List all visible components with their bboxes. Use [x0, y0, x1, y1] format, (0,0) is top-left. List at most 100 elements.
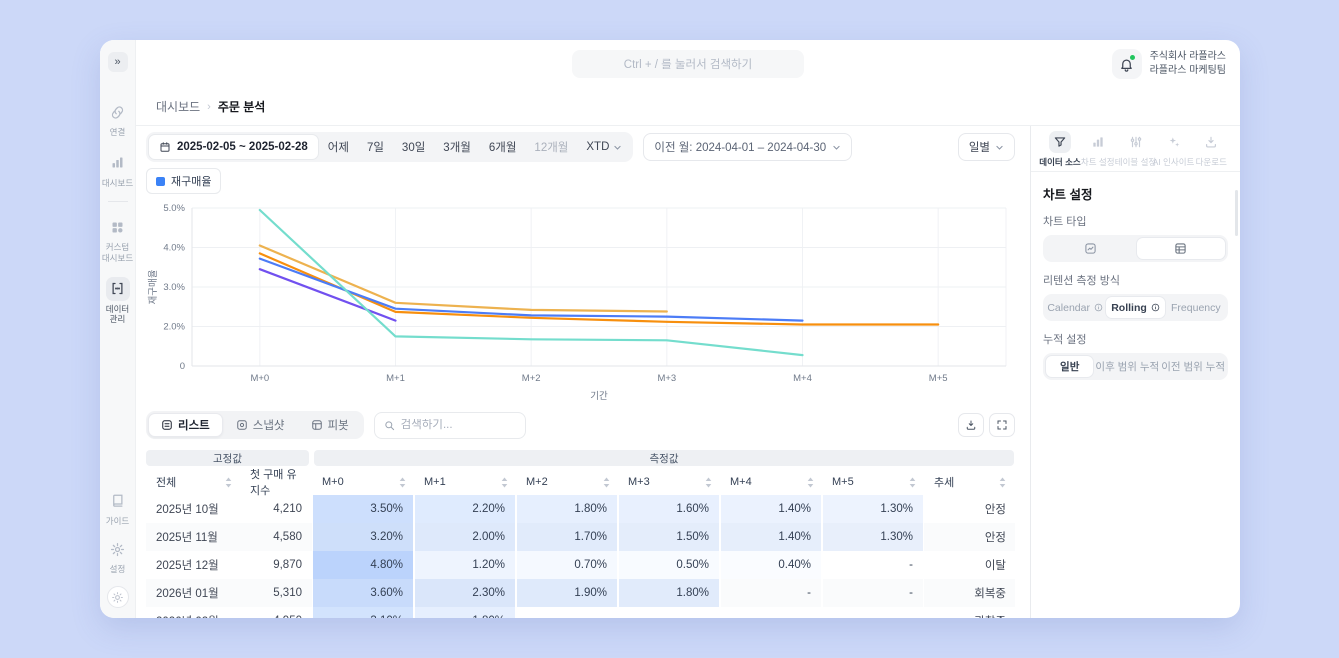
- sidebar-item-custom-dashboard[interactable]: 커스텀 대시보드: [100, 215, 135, 263]
- global-search[interactable]: Ctrl + / 를 눌러서 검색하기: [572, 50, 804, 78]
- sort-icon[interactable]: [501, 477, 508, 488]
- svg-text:M+4: M+4: [793, 373, 812, 384]
- panel-tabs: 데이터 소스 차트 설정 테이블 설정: [1031, 126, 1240, 172]
- column-header[interactable]: 첫 구매 유지수: [250, 469, 297, 497]
- panel-tab-chart-settings[interactable]: 차트 설정: [1079, 131, 1117, 171]
- quick-range-xtd[interactable]: XTD: [577, 134, 631, 160]
- sparkles-icon: [1163, 131, 1185, 153]
- theme-toggle-button[interactable]: [106, 586, 129, 608]
- date-range-button[interactable]: 2025-02-05 ~ 2025-02-28: [148, 134, 319, 160]
- org-name: 주식회사 라플라스: [1149, 51, 1226, 62]
- sort-icon[interactable]: [705, 477, 712, 488]
- svg-text:재구매율: 재구매율: [148, 269, 159, 304]
- panel-tab-data-source[interactable]: 데이터 소스: [1039, 131, 1081, 171]
- column-header[interactable]: 전체: [146, 469, 240, 495]
- svg-text:3.0%: 3.0%: [163, 282, 185, 293]
- sort-icon[interactable]: [225, 477, 232, 488]
- measurement-frequency-option[interactable]: Frequency: [1171, 301, 1221, 314]
- quick-range-12m[interactable]: 12개월: [525, 134, 577, 160]
- sort-icon[interactable]: [807, 477, 814, 488]
- granularity-dropdown[interactable]: 일별: [957, 133, 1015, 161]
- column-header[interactable]: M+5: [822, 469, 924, 495]
- tab-pivot[interactable]: 피봇: [298, 413, 362, 437]
- panel-scrollbar[interactable]: [1235, 190, 1238, 236]
- cumulative-backward-option[interactable]: 이전 범위 누적: [1161, 361, 1225, 373]
- retained-count: 4,210: [273, 503, 302, 515]
- retained-count: 4,950: [240, 607, 312, 618]
- column-header[interactable]: M+1: [414, 469, 516, 495]
- table-row[interactable]: 2026년 02월4,9503.10%1.80%----관찰중: [146, 607, 1015, 618]
- tab-list[interactable]: 리스트: [148, 413, 223, 437]
- column-header[interactable]: 추세: [924, 469, 1014, 495]
- notifications-button[interactable]: [1111, 49, 1142, 79]
- filter-bar: 2025-02-05 ~ 2025-02-28 어제 7일 30일 3개월 6개…: [146, 132, 1015, 162]
- quick-range-30d[interactable]: 30일: [393, 134, 434, 160]
- retention-cell: 1.40%: [720, 495, 822, 523]
- cumulative-normal-option[interactable]: 일반: [1045, 355, 1095, 378]
- panel-tab-download[interactable]: 다운로드: [1193, 131, 1231, 171]
- pivot-icon: [311, 419, 323, 431]
- quick-range-yesterday[interactable]: 어제: [319, 134, 358, 160]
- table-fullscreen-button[interactable]: [989, 413, 1015, 437]
- quick-range-3m[interactable]: 3개월: [434, 134, 480, 160]
- chart-type-line-option[interactable]: [1045, 237, 1136, 260]
- cumulative-forward-option[interactable]: 이후 범위 누적: [1095, 361, 1160, 373]
- org-info[interactable]: 주식회사 라플라스 라플라스 마케팅팀: [1150, 50, 1226, 78]
- sidebar-item-connections[interactable]: 연결: [100, 100, 135, 138]
- sort-icon[interactable]: [909, 477, 916, 488]
- svg-text:M+1: M+1: [386, 373, 405, 384]
- granularity-value: 일별: [968, 142, 990, 154]
- table-row[interactable]: 2025년 10월 4,210 3.50% 2.20% 1.80% 1.60% 1.40% 1…: [146, 495, 1015, 523]
- legend-swatch: [156, 176, 165, 186]
- chevron-down-icon: [613, 143, 622, 152]
- cohort-month: 2025년 12월: [156, 560, 219, 572]
- column-header[interactable]: M+4: [720, 469, 822, 495]
- column-header[interactable]: M+3: [618, 469, 720, 495]
- cohort-month: 2025년 11월: [156, 532, 218, 544]
- panel-tab-table-settings[interactable]: 테이블 설정: [1115, 131, 1156, 171]
- retention-cell: 0.50%: [618, 551, 720, 579]
- svg-text:2.0%: 2.0%: [163, 322, 185, 333]
- sidebar-item-dashboard[interactable]: 대시보드: [100, 151, 135, 189]
- table-header-row: 전체 첫 구매 유지수 M+0 M+1 M+2 M+3 M+4 M+5 추세: [146, 469, 1015, 497]
- retention-cell: 1.70%: [516, 523, 618, 551]
- table-row[interactable]: 2025년 11월 4,580 3.20% 2.00% 1.70% 1.50% 1.40% 1…: [146, 523, 1015, 551]
- table-row[interactable]: 2025년 12월 9,870 4.80% 1.20% 0.70% 0.50% 0.40% -…: [146, 551, 1015, 579]
- measurement-calendar-option[interactable]: Calendar: [1045, 296, 1105, 319]
- sidebar-item-settings[interactable]: 설정: [100, 537, 135, 575]
- panel-tab-ai-insights[interactable]: AI 인사이트: [1153, 131, 1194, 171]
- retention-cell: -: [618, 607, 720, 618]
- sidebar-bottom-nav: 가이드 설정: [100, 489, 135, 608]
- sidebar-collapse-button[interactable]: »: [107, 52, 128, 72]
- legend-item-repurchase-rate[interactable]: 재구매율: [146, 168, 222, 194]
- table-download-button[interactable]: [958, 413, 984, 437]
- measurement-rolling-option[interactable]: Rolling: [1105, 296, 1166, 319]
- table-search-input[interactable]: [400, 419, 516, 431]
- sort-icon[interactable]: [999, 477, 1006, 488]
- column-header[interactable]: M+2: [516, 469, 618, 495]
- chart-type-label: 차트 타입: [1043, 216, 1087, 228]
- top-bar: Ctrl + / 를 눌러서 검색하기 주식회사 라플라스 라플라스 마케팅팀: [136, 40, 1240, 88]
- column-header[interactable]: M+0: [312, 469, 414, 495]
- table-row[interactable]: 2026년 01월 5,310 3.60% 2.30% 1.90% 1.80% - - 회복중: [146, 579, 1015, 607]
- cumulative-switch: 일반 이후 범위 누적 이전 범위 누적: [1043, 353, 1228, 380]
- quick-range-7d[interactable]: 7일: [358, 134, 393, 160]
- page-title: 주문 분석: [217, 100, 266, 114]
- tab-snapshot[interactable]: 스냅샷: [223, 413, 298, 437]
- quick-range-6m[interactable]: 6개월: [480, 134, 526, 160]
- funnel-icon: [1049, 131, 1071, 153]
- retention-cell: 1.80%: [618, 579, 720, 607]
- chart-type-table-option[interactable]: [1135, 237, 1226, 260]
- sort-icon[interactable]: [603, 477, 610, 488]
- chart-legend: 재구매율: [146, 168, 1015, 194]
- sidebar-item-guide[interactable]: 가이드: [100, 489, 135, 527]
- chart-series-series-purple: [258, 268, 397, 322]
- breadcrumb-parent[interactable]: 대시보드: [156, 100, 201, 114]
- sidebar-item-data-management[interactable]: 데이터 관리: [100, 276, 135, 325]
- list-icon: [161, 419, 173, 431]
- retention-cell: -: [822, 607, 924, 618]
- sort-icon[interactable]: [399, 477, 406, 488]
- compare-period-dropdown[interactable]: 이전 월: 2024-04-01 – 2024-04-30: [643, 133, 853, 161]
- table-actions: [958, 413, 1015, 437]
